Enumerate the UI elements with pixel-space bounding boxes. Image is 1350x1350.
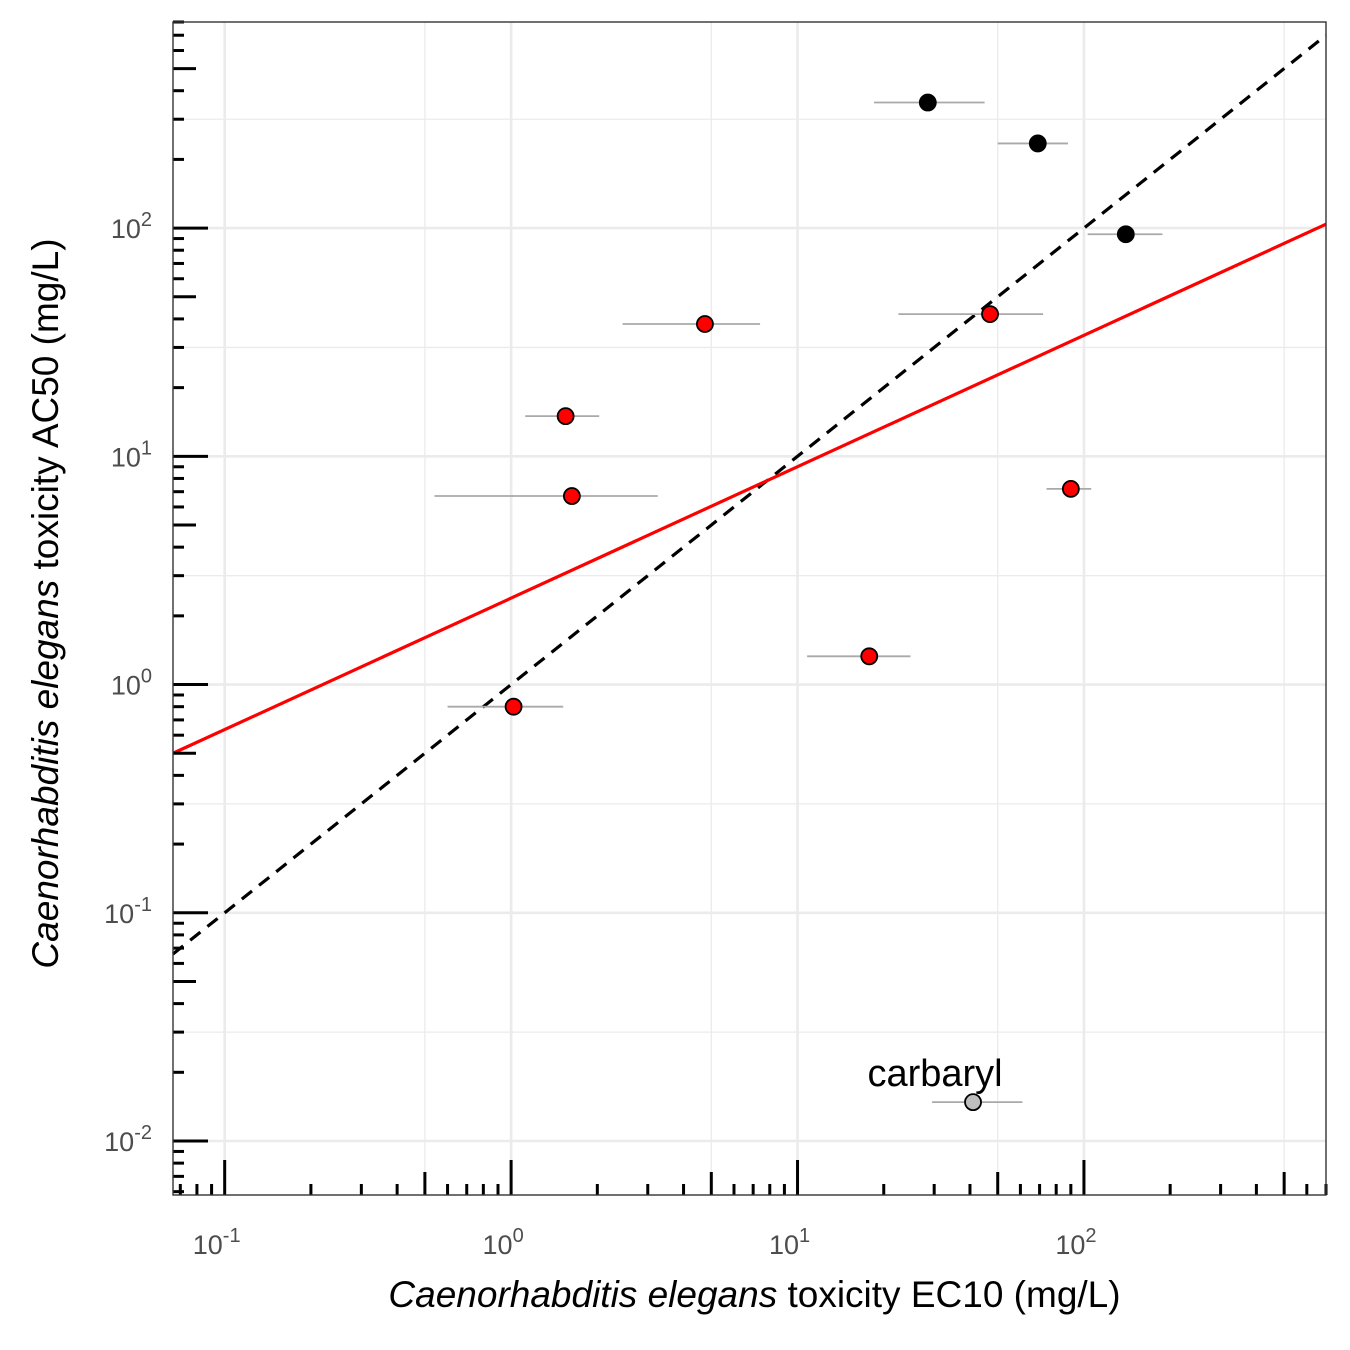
x-tick-base: 10 <box>193 1230 223 1260</box>
y-tick-label: 101 <box>111 437 152 472</box>
x-tick-base: 10 <box>483 1230 513 1260</box>
y-axis-title-species: Caenorhabditis elegans <box>25 580 66 969</box>
y-tick-base: 10 <box>111 214 141 244</box>
y-tick-base: 10 <box>111 671 141 701</box>
data-point <box>1028 134 1047 153</box>
y-axis-rug-ticks <box>173 20 208 1194</box>
y-tick-exponent: -2 <box>134 1122 152 1144</box>
minor-gridlines <box>173 22 1326 1195</box>
regression-fit-line <box>172 222 1327 755</box>
data-point <box>696 315 714 333</box>
x-tick-label: 102 <box>1055 1225 1096 1260</box>
x-axis-tick-labels: 10-1 100 101 102 <box>193 1225 1097 1260</box>
x-tick-base: 10 <box>769 1230 799 1260</box>
y-tick-base: 10 <box>104 899 134 929</box>
data-point <box>1061 479 1080 498</box>
x-tick-exponent: 0 <box>513 1225 524 1247</box>
x-axis-title-species: Caenorhabditis elegans <box>388 1274 777 1315</box>
x-axis-title: Caenorhabditis elegans toxicity EC10 (mg… <box>388 1274 1120 1315</box>
panel-border <box>172 21 1327 1196</box>
y-tick-label: 10-1 <box>104 894 152 929</box>
y-tick-base: 10 <box>111 442 141 472</box>
data-point <box>1116 225 1135 244</box>
data-point <box>562 487 581 505</box>
x-tick-exponent: 1 <box>799 1225 810 1247</box>
y-tick-exponent: 0 <box>141 666 152 688</box>
y-tick-label: 102 <box>111 209 152 244</box>
x-tick-exponent: -1 <box>223 1225 241 1247</box>
x-tick-exponent: 2 <box>1085 1225 1096 1247</box>
y-tick-exponent: 2 <box>141 209 152 231</box>
data-points <box>504 93 1135 1112</box>
data-point <box>504 697 523 716</box>
data-point <box>860 647 879 666</box>
y-tick-label: 10-2 <box>104 1122 152 1157</box>
x-axis-rug-ticks <box>178 1160 1328 1195</box>
identity-reference-line <box>172 33 1327 956</box>
point-annotations: carbaryl <box>867 1053 1002 1095</box>
y-tick-exponent: -1 <box>134 894 152 916</box>
y-tick-label: 100 <box>111 666 152 701</box>
y-axis-title: Caenorhabditis elegans toxicity AC50 (mg… <box>25 238 66 968</box>
data-point <box>964 1093 982 1112</box>
y-axis-title-metric: toxicity AC50 (mg/L) <box>25 238 66 579</box>
data-point <box>981 305 999 323</box>
x-tick-base: 10 <box>1055 1230 1085 1260</box>
data-point <box>556 407 575 426</box>
y-tick-base: 10 <box>104 1127 134 1157</box>
major-gridlines <box>173 22 1326 1195</box>
fit-line-segment <box>172 222 1327 755</box>
data-point <box>918 93 937 112</box>
carbaryl-label: carbaryl <box>867 1053 1002 1095</box>
x-axis-title-metric: toxicity EC10 (mg/L) <box>777 1274 1120 1315</box>
x-tick-label: 10-1 <box>193 1225 241 1260</box>
x-tick-label: 101 <box>769 1225 810 1260</box>
y-tick-exponent: 1 <box>141 437 152 459</box>
x-tick-label: 100 <box>483 1225 524 1260</box>
error-bars <box>434 101 1163 1104</box>
identity-dashed-line <box>172 33 1327 956</box>
